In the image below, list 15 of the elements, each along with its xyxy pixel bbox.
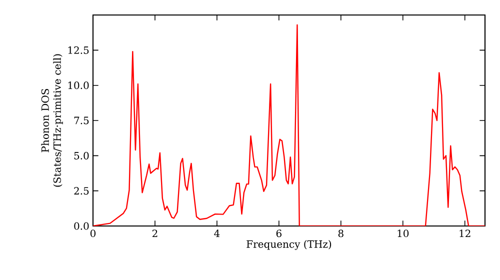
- x-tick-label: 12: [460, 230, 470, 238]
- y-tick-label: 2.5: [74, 187, 89, 195]
- x-tick-label: 6: [276, 230, 282, 238]
- x-tick-label: 2: [152, 230, 158, 238]
- x-tick-label: 10: [398, 230, 409, 238]
- y-tick-label: 7.5: [74, 116, 89, 124]
- y-axis-title: Phonon DOS (States/THz·primitive cell): [41, 54, 63, 187]
- y-tick-label: 12.5: [68, 46, 89, 54]
- y-tick-label: 0.0: [74, 222, 89, 230]
- x-tick-label: 0: [90, 230, 96, 238]
- y-tick-label: 5.0: [74, 152, 89, 160]
- x-tick-label: 8: [338, 230, 344, 238]
- x-axis-title: Frequency (THz): [246, 240, 332, 250]
- x-tick-label: 4: [214, 230, 220, 238]
- y-tick-label: 10.0: [68, 82, 89, 90]
